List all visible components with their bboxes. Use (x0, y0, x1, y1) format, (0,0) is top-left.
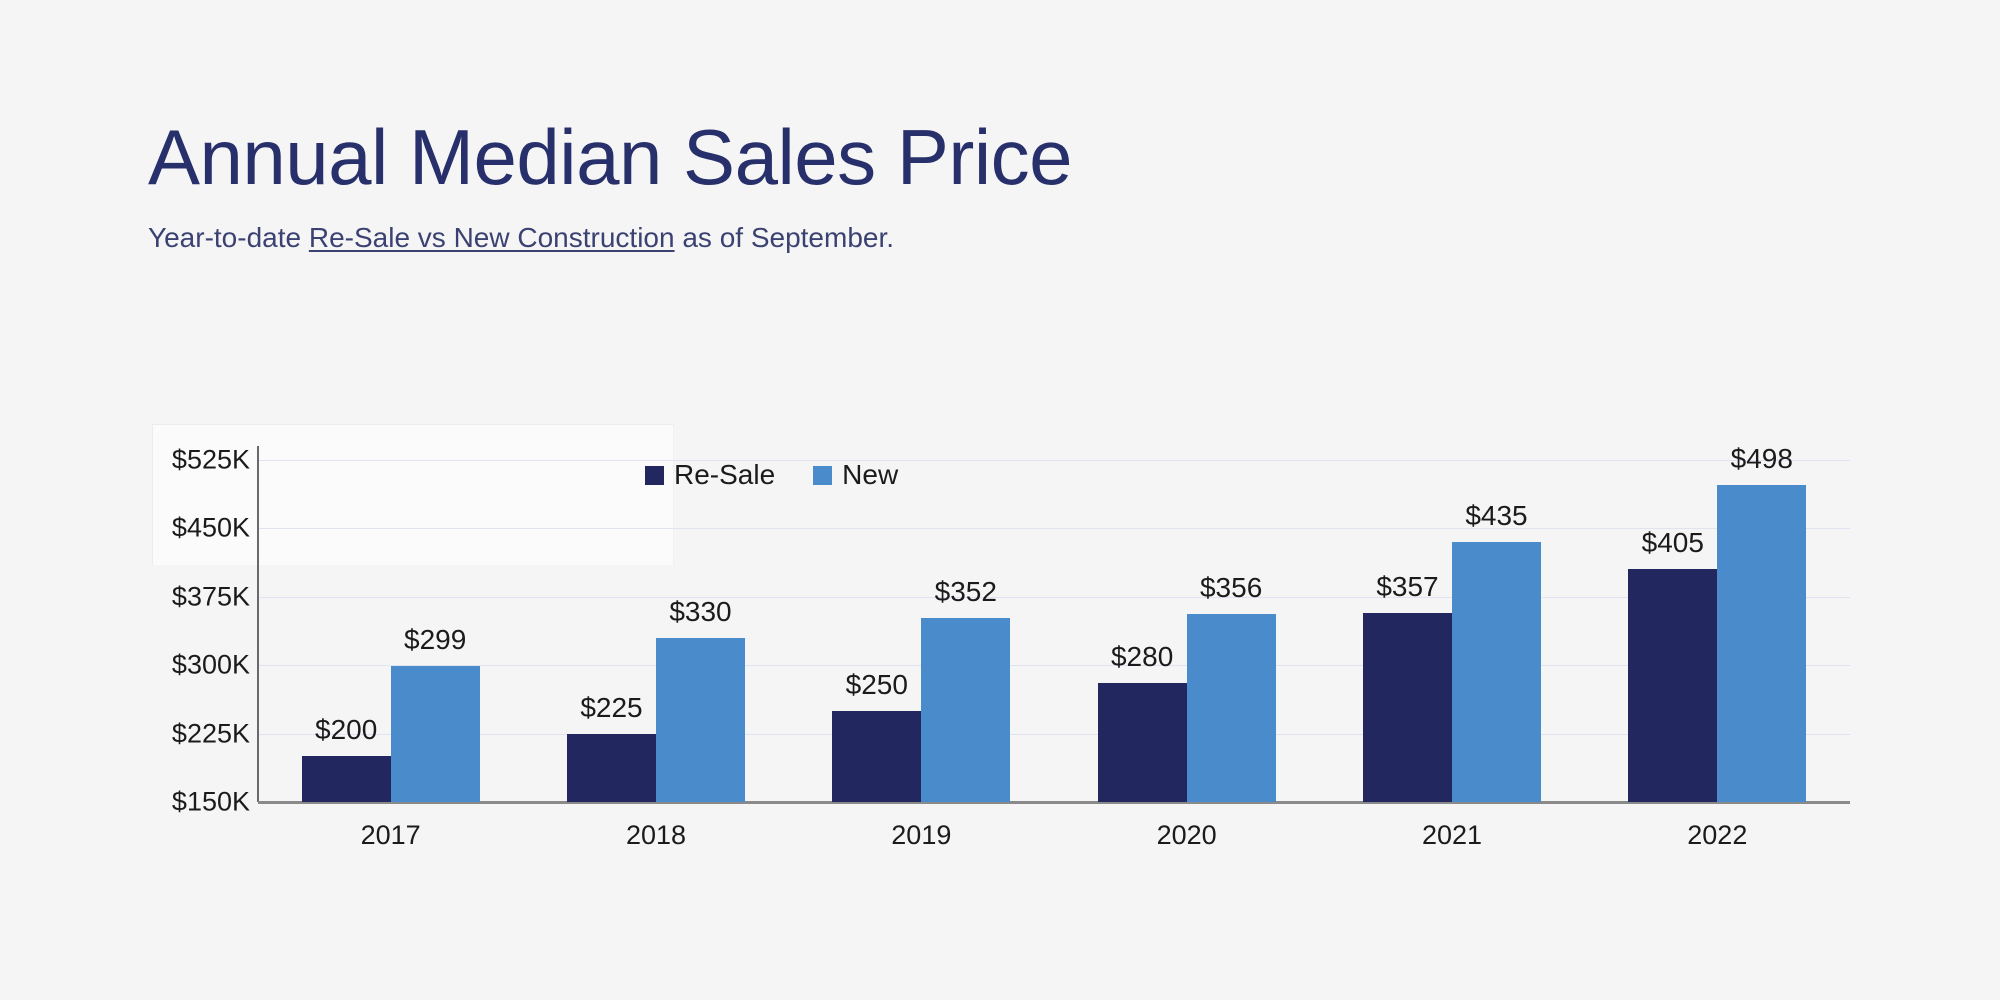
y-axis-tick-label: $375K (171, 581, 250, 612)
bar-group-2022: $405 $498 (1585, 443, 1850, 802)
y-axis-tick-labels: $525K $450K $375K $300K $225K $150K (150, 445, 250, 817)
legend-item-re-sale[interactable]: Re-Sale (645, 459, 775, 491)
y-axis-line (257, 446, 259, 802)
bar-value-label: $330 (669, 595, 732, 627)
bar-re-sale-2022[interactable]: $405 (1628, 527, 1718, 802)
y-axis-tick-label: $225K (171, 718, 250, 749)
bar-re-sale-2019[interactable]: $250 (832, 669, 922, 802)
bar-value-label: $250 (845, 668, 908, 700)
gridline (258, 733, 1850, 735)
y-axis-tick-label: $450K (171, 512, 250, 543)
bar-groups: $200 $299 $225 $330 $250 $352 $280 $356 $357 $435… (258, 443, 1850, 802)
bar-group-2020: $280 $356 (1054, 460, 1319, 802)
bar-value-label: $299 (404, 624, 467, 656)
page-title: Annual Median Sales Price (148, 113, 1073, 201)
legend-swatch-icon (813, 465, 833, 485)
subtitle-prefix: Year-to-date (148, 222, 309, 253)
x-axis-line (258, 801, 1850, 804)
x-axis-tick-label-2017: 2017 (360, 820, 421, 850)
bar-new-2020[interactable]: $356 (1186, 572, 1276, 802)
gridline (258, 528, 1850, 530)
bar-new-2018[interactable]: $330 (655, 596, 745, 802)
x-axis-tick-label-2021: 2021 (1421, 820, 1483, 850)
bar-group-2017: $200 $299 (258, 460, 523, 802)
bar-new-2019[interactable]: $352 (921, 576, 1011, 802)
bar-value-label: $357 (1376, 571, 1439, 603)
bar-group-2021: $357 $435 (1319, 460, 1584, 802)
subtitle-underlined-phrase: Re-Sale vs New Construction (308, 222, 675, 253)
bar-new-2017[interactable]: $299 (390, 624, 480, 802)
x-axis-tick-label-2019: 2019 (891, 820, 952, 850)
gridline (258, 460, 1850, 461)
bar-re-sale-2021[interactable]: $357 (1362, 571, 1452, 802)
chart-header: Annual Median Sales Price Year-to-date R… (148, 118, 1848, 254)
x-axis-tick-label-2020: 2020 (1156, 820, 1217, 850)
y-axis-tick-label: $150K (171, 786, 250, 817)
bar-value-label: $280 (1110, 641, 1174, 673)
gridline (258, 596, 1850, 598)
y-axis-tick-label: $525K (171, 444, 250, 475)
bar-re-sale-2020[interactable]: $280 (1097, 641, 1187, 802)
bar-value-label: $200 (315, 714, 378, 746)
x-axis-tick-label-2018: 2018 (625, 820, 687, 850)
bar-value-label: $435 (1465, 500, 1528, 532)
x-axis-tick-label-2022: 2022 (1687, 820, 1748, 850)
bar-value-label: $352 (934, 575, 997, 607)
legend-label: Re-Sale (674, 459, 776, 490)
subtitle-suffix: as of September. (674, 222, 895, 253)
bar-re-sale-2017[interactable]: $200 (301, 714, 391, 802)
legend-swatch-icon (645, 465, 664, 485)
gridline (258, 665, 1850, 667)
bar-group-2019: $250 $352 (789, 460, 1054, 802)
bar-re-sale-2018[interactable]: $225 (566, 692, 656, 802)
bar-value-label: $405 (1641, 527, 1704, 559)
y-axis-tick-label: $300K (171, 649, 250, 680)
legend-item-new[interactable]: New (813, 459, 898, 491)
bar-value-label: $498 (1730, 442, 1793, 474)
x-axis-tick-labels: 2017 2018 2019 2020 2021 2022 (258, 820, 1850, 851)
bar-group-2018: $225 $330 (523, 460, 788, 802)
chart-subtitle: Year-to-date Re-Sale vs New Construction… (148, 222, 1848, 254)
bar-value-label: $225 (580, 691, 643, 723)
bar-new-2021[interactable]: $435 (1451, 500, 1541, 802)
legend-label: New (842, 459, 899, 490)
bar-new-2022[interactable]: $498 (1717, 443, 1807, 802)
chart-legend: Re-Sale New (645, 459, 898, 491)
bar-value-label: $356 (1199, 572, 1263, 604)
plot-backdrop-panel (152, 424, 674, 565)
